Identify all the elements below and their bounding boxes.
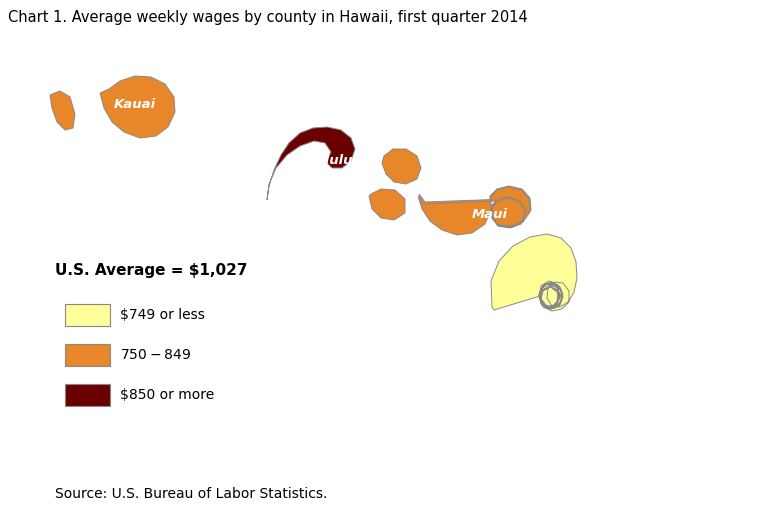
Text: Honolulu: Honolulu: [287, 153, 353, 167]
FancyBboxPatch shape: [65, 304, 110, 326]
Polygon shape: [100, 76, 175, 138]
Polygon shape: [267, 127, 355, 200]
Text: U.S. Average = $1,027: U.S. Average = $1,027: [55, 263, 247, 278]
Text: Hawaii: Hawaii: [541, 362, 599, 377]
Polygon shape: [418, 187, 530, 235]
Text: $749 or less: $749 or less: [120, 308, 205, 322]
Text: $750 - $849: $750 - $849: [120, 348, 191, 362]
Text: Kauai: Kauai: [114, 99, 156, 112]
FancyBboxPatch shape: [65, 344, 110, 366]
Text: Maui: Maui: [472, 208, 508, 221]
Text: Source: U.S. Bureau of Labor Statistics.: Source: U.S. Bureau of Labor Statistics.: [55, 487, 328, 501]
Text: Chart 1. Average weekly wages by county in Hawaii, first quarter 2014: Chart 1. Average weekly wages by county …: [8, 10, 528, 25]
FancyBboxPatch shape: [65, 384, 110, 406]
Polygon shape: [382, 149, 421, 184]
Polygon shape: [419, 186, 531, 234]
Text: Kalāwao: Kalāwao: [430, 163, 486, 176]
Polygon shape: [491, 234, 577, 311]
Text: $850 or more: $850 or more: [120, 388, 214, 402]
Polygon shape: [50, 91, 75, 130]
Polygon shape: [369, 189, 405, 220]
